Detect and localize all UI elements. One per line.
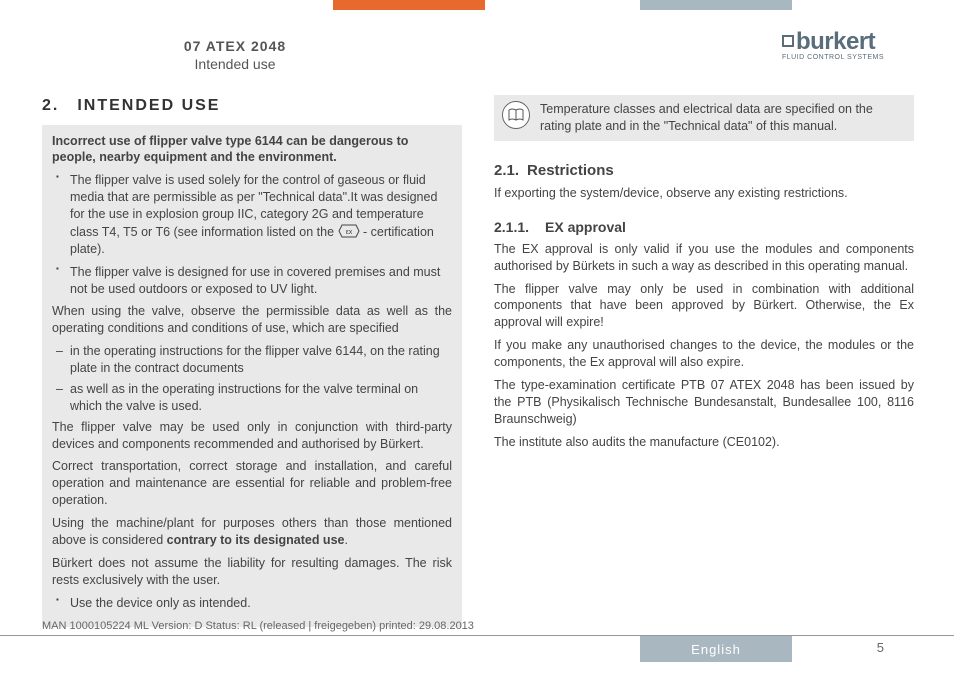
warning-lead: Incorrect use of flipper valve type 6144… xyxy=(52,133,452,167)
accent-bar-gray xyxy=(640,0,792,10)
warning-dash-item: in the operating instructions for the fl… xyxy=(52,343,452,377)
brand-tagline: FLUID CONTROL SYSTEMS xyxy=(782,54,884,61)
heading-number: 2.1. xyxy=(494,162,519,179)
info-note-box: Temperature classes and electrical data … xyxy=(494,95,914,141)
accent-bar-orange xyxy=(333,0,485,10)
body-paragraph: If exporting the system/device, observe … xyxy=(494,185,914,202)
warning-bullet: The flipper valve is used solely for the… xyxy=(52,172,452,257)
warning-paragraph: Correct transportation, correct storage … xyxy=(52,458,452,509)
brand-name: burkert xyxy=(782,28,884,56)
body-paragraph: The flipper valve may only be used in co… xyxy=(494,281,914,332)
main-content: 2. INTENDED USE Incorrect use of flipper … xyxy=(42,95,914,635)
language-indicator: English xyxy=(640,636,792,662)
warning-bullet: Use the device only as intended. xyxy=(52,595,452,612)
footer-metadata: MAN 1000105224 ML Version: D Status: RL … xyxy=(42,620,474,632)
body-paragraph: If you make any unauthorised changes to … xyxy=(494,337,914,371)
heading-text: Restrictions xyxy=(527,162,614,179)
right-column: Temperature classes and electrical data … xyxy=(494,95,914,635)
info-text: Temperature classes and electrical data … xyxy=(540,101,906,135)
doc-code: 07 ATEX 2048 xyxy=(0,38,470,54)
doc-section: Intended use xyxy=(0,56,470,72)
left-column: 2. INTENDED USE Incorrect use of flipper … xyxy=(42,95,462,635)
section-heading: 2. INTENDED USE xyxy=(42,95,462,117)
page-number: 5 xyxy=(877,640,884,655)
warning-dash-item: as well as in the operating instructions… xyxy=(52,381,452,415)
ex-hexagon-icon: εx xyxy=(338,223,360,239)
warning-paragraph: When using the valve, observe the permis… xyxy=(52,303,452,337)
svg-text:εx: εx xyxy=(345,229,352,236)
warning-paragraph: Bürkert does not assume the liability fo… xyxy=(52,555,452,589)
top-accent-bars xyxy=(0,0,954,10)
heading-number: 2. xyxy=(42,97,59,114)
warning-box: Incorrect use of flipper valve type 6144… xyxy=(42,125,462,628)
subsection-heading: 2.1. Restrictions xyxy=(494,161,914,181)
body-paragraph: The EX approval is only valid if you use… xyxy=(494,241,914,275)
body-paragraph: The type-examination certificate PTB 07 … xyxy=(494,377,914,428)
warning-bullet: The flipper valve is designed for use in… xyxy=(52,264,452,298)
brand-logo: burkert FLUID CONTROL SYSTEMS xyxy=(782,28,884,61)
footer-divider xyxy=(0,635,954,636)
body-paragraph: The institute also audits the manufactur… xyxy=(494,434,914,451)
heading-number: 2.1.1. xyxy=(494,219,529,235)
heading-text: INTENDED USE xyxy=(77,97,220,114)
header-title-block: 07 ATEX 2048 Intended use xyxy=(0,38,470,72)
warning-paragraph: Using the machine/plant for purposes oth… xyxy=(52,515,452,549)
subsubsection-heading: 2.1.1. EX approval xyxy=(494,218,914,237)
warning-paragraph: The flipper valve may be used only in co… xyxy=(52,419,452,453)
book-icon xyxy=(502,101,530,129)
heading-text: EX approval xyxy=(545,219,626,235)
